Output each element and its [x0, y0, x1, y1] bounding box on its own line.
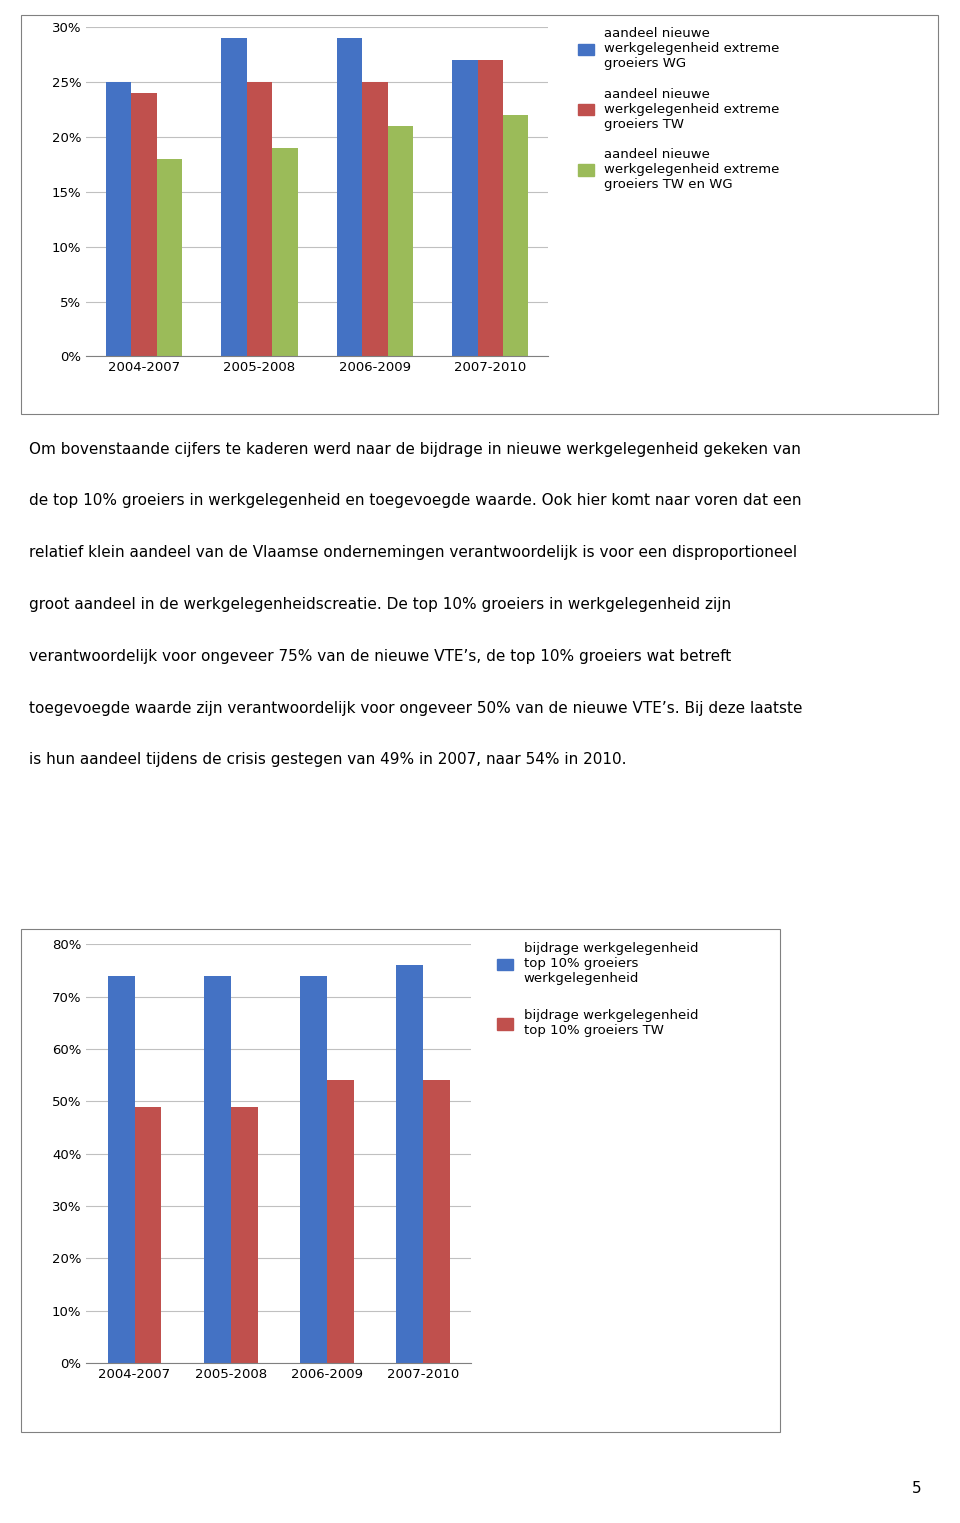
Bar — [273, 148, 298, 356]
Bar — [156, 158, 182, 356]
Text: Om bovenstaande cijfers te kaderen werd naar de bijdrage in nieuwe werkgelegenhe: Om bovenstaande cijfers te kaderen werd … — [29, 442, 801, 457]
Bar — [230, 1107, 257, 1363]
Bar — [222, 38, 247, 356]
Bar — [503, 116, 528, 356]
Legend: bijdrage werkgelegenheid
top 10% groeiers
werkgelegenheid, bijdrage werkgelegenh: bijdrage werkgelegenheid top 10% groeier… — [497, 943, 698, 1037]
Bar — [423, 1080, 450, 1363]
Bar — [106, 82, 132, 356]
Bar — [396, 966, 423, 1363]
Bar — [478, 61, 503, 356]
Bar — [134, 1107, 161, 1363]
Bar — [327, 1080, 354, 1363]
Bar — [388, 126, 413, 356]
Bar — [300, 976, 327, 1363]
Legend: aandeel nieuwe
werkgelegenheid extreme
groeiers WG, aandeel nieuwe
werkgelegenhe: aandeel nieuwe werkgelegenheid extreme g… — [578, 27, 780, 190]
Bar — [108, 976, 134, 1363]
Text: is hun aandeel tijdens de crisis gestegen van 49% in 2007, naar 54% in 2010.: is hun aandeel tijdens de crisis gestege… — [29, 752, 626, 768]
Text: groot aandeel in de werkgelegenheidscreatie. De top 10% groeiers in werkgelegenh: groot aandeel in de werkgelegenheidscrea… — [29, 597, 731, 612]
Text: relatief klein aandeel van de Vlaamse ondernemingen verantwoordelijk is voor een: relatief klein aandeel van de Vlaamse on… — [29, 545, 797, 560]
Bar — [452, 61, 478, 356]
Bar — [247, 82, 273, 356]
Text: verantwoordelijk voor ongeveer 75% van de nieuwe VTE’s, de top 10% groeiers wat : verantwoordelijk voor ongeveer 75% van d… — [29, 649, 732, 664]
Text: de top 10% groeiers in werkgelegenheid en toegevoegde waarde. Ook hier komt naar: de top 10% groeiers in werkgelegenheid e… — [29, 493, 802, 509]
Text: 5: 5 — [912, 1480, 922, 1496]
Text: toegevoegde waarde zijn verantwoordelijk voor ongeveer 50% van de nieuwe VTE’s. : toegevoegde waarde zijn verantwoordelijk… — [29, 701, 803, 716]
Bar — [204, 976, 230, 1363]
Bar — [337, 38, 362, 356]
Bar — [362, 82, 388, 356]
Bar — [132, 93, 156, 356]
